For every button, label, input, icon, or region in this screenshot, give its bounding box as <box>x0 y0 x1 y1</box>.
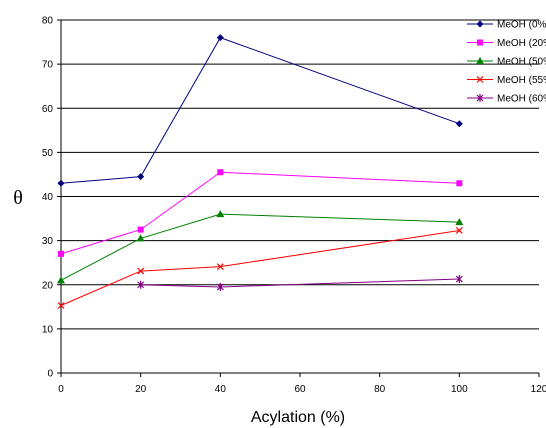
series-line <box>60 229 460 306</box>
legend-item: MeOH (20% <box>467 38 546 49</box>
data-point <box>57 276 65 284</box>
data-point <box>136 234 145 242</box>
legend-label: MeOH (50% <box>497 57 546 68</box>
series-line <box>60 171 460 255</box>
data-point <box>58 250 64 257</box>
x-tick-label: 120 <box>531 384 546 395</box>
data-point <box>57 179 65 187</box>
data-point <box>455 120 463 128</box>
legend-marker <box>476 57 484 64</box>
data-point <box>137 267 145 275</box>
y-tick-label: 10 <box>42 324 54 335</box>
x-tick-labels: 0 20 40 60 80 100 120 <box>58 384 546 395</box>
y-tick-label: 40 <box>42 192 54 203</box>
legend: MeOH (0%) MeOH (20% MeOH (50% MeOH (55% MeOH… <box>467 20 546 105</box>
x-tick-label: 60 <box>294 384 306 395</box>
data-point <box>137 173 145 181</box>
legend-marker <box>476 20 484 28</box>
x-tick-label: 20 <box>135 384 147 395</box>
y-tick-label: 0 <box>47 369 53 380</box>
legend-marker <box>476 94 484 102</box>
series-4 <box>137 275 463 291</box>
y-tick-label: 50 <box>42 148 54 159</box>
legend-item: MeOH (60% <box>467 94 546 105</box>
data-point <box>455 227 463 234</box>
x-axis-title: Acylation (%) <box>251 409 345 426</box>
data-point <box>137 280 145 289</box>
data-point <box>216 282 224 291</box>
series-0 <box>57 34 463 187</box>
legend-label: MeOH (60% <box>497 94 546 105</box>
legend-marker <box>476 76 484 83</box>
legend-item: MeOH (55% <box>467 75 546 86</box>
y-tick-label: 60 <box>42 104 54 115</box>
data-point <box>57 302 65 309</box>
y-tick-label: 70 <box>42 60 54 71</box>
data-point <box>216 263 224 271</box>
legend-marker <box>477 39 483 46</box>
series-2 <box>57 210 464 284</box>
series-3 <box>57 227 463 309</box>
data-point <box>456 180 463 187</box>
data-point <box>216 210 225 218</box>
legend-label: MeOH (55% <box>497 75 546 86</box>
x-tick-label: 80 <box>374 384 386 395</box>
series-line <box>140 278 460 288</box>
series-1 <box>58 169 463 257</box>
y-tick-label: 80 <box>42 16 54 27</box>
data-point <box>455 218 464 226</box>
y-tick-label: 20 <box>42 280 54 291</box>
legend-label: MeOH (0%) <box>497 20 546 31</box>
legend-label: MeOH (20% <box>497 38 546 49</box>
data-point <box>137 226 144 233</box>
plot-area <box>57 34 464 309</box>
axes <box>57 19 540 377</box>
series-line <box>60 37 460 184</box>
y-axis-title: θ <box>13 187 23 209</box>
y-tick-label: 30 <box>42 236 54 247</box>
x-tick-label: 100 <box>451 384 468 395</box>
y-tick-labels: 0 10 20 30 40 50 60 70 80 <box>42 16 54 380</box>
legend-item: MeOH (0%) <box>467 20 546 31</box>
x-tick-label: 40 <box>215 384 227 395</box>
series-line <box>60 213 460 281</box>
data-point <box>217 169 224 176</box>
legend-item: MeOH (50% <box>467 57 546 68</box>
data-point <box>216 34 224 42</box>
x-tick-label: 0 <box>58 384 64 395</box>
data-point <box>455 275 463 284</box>
